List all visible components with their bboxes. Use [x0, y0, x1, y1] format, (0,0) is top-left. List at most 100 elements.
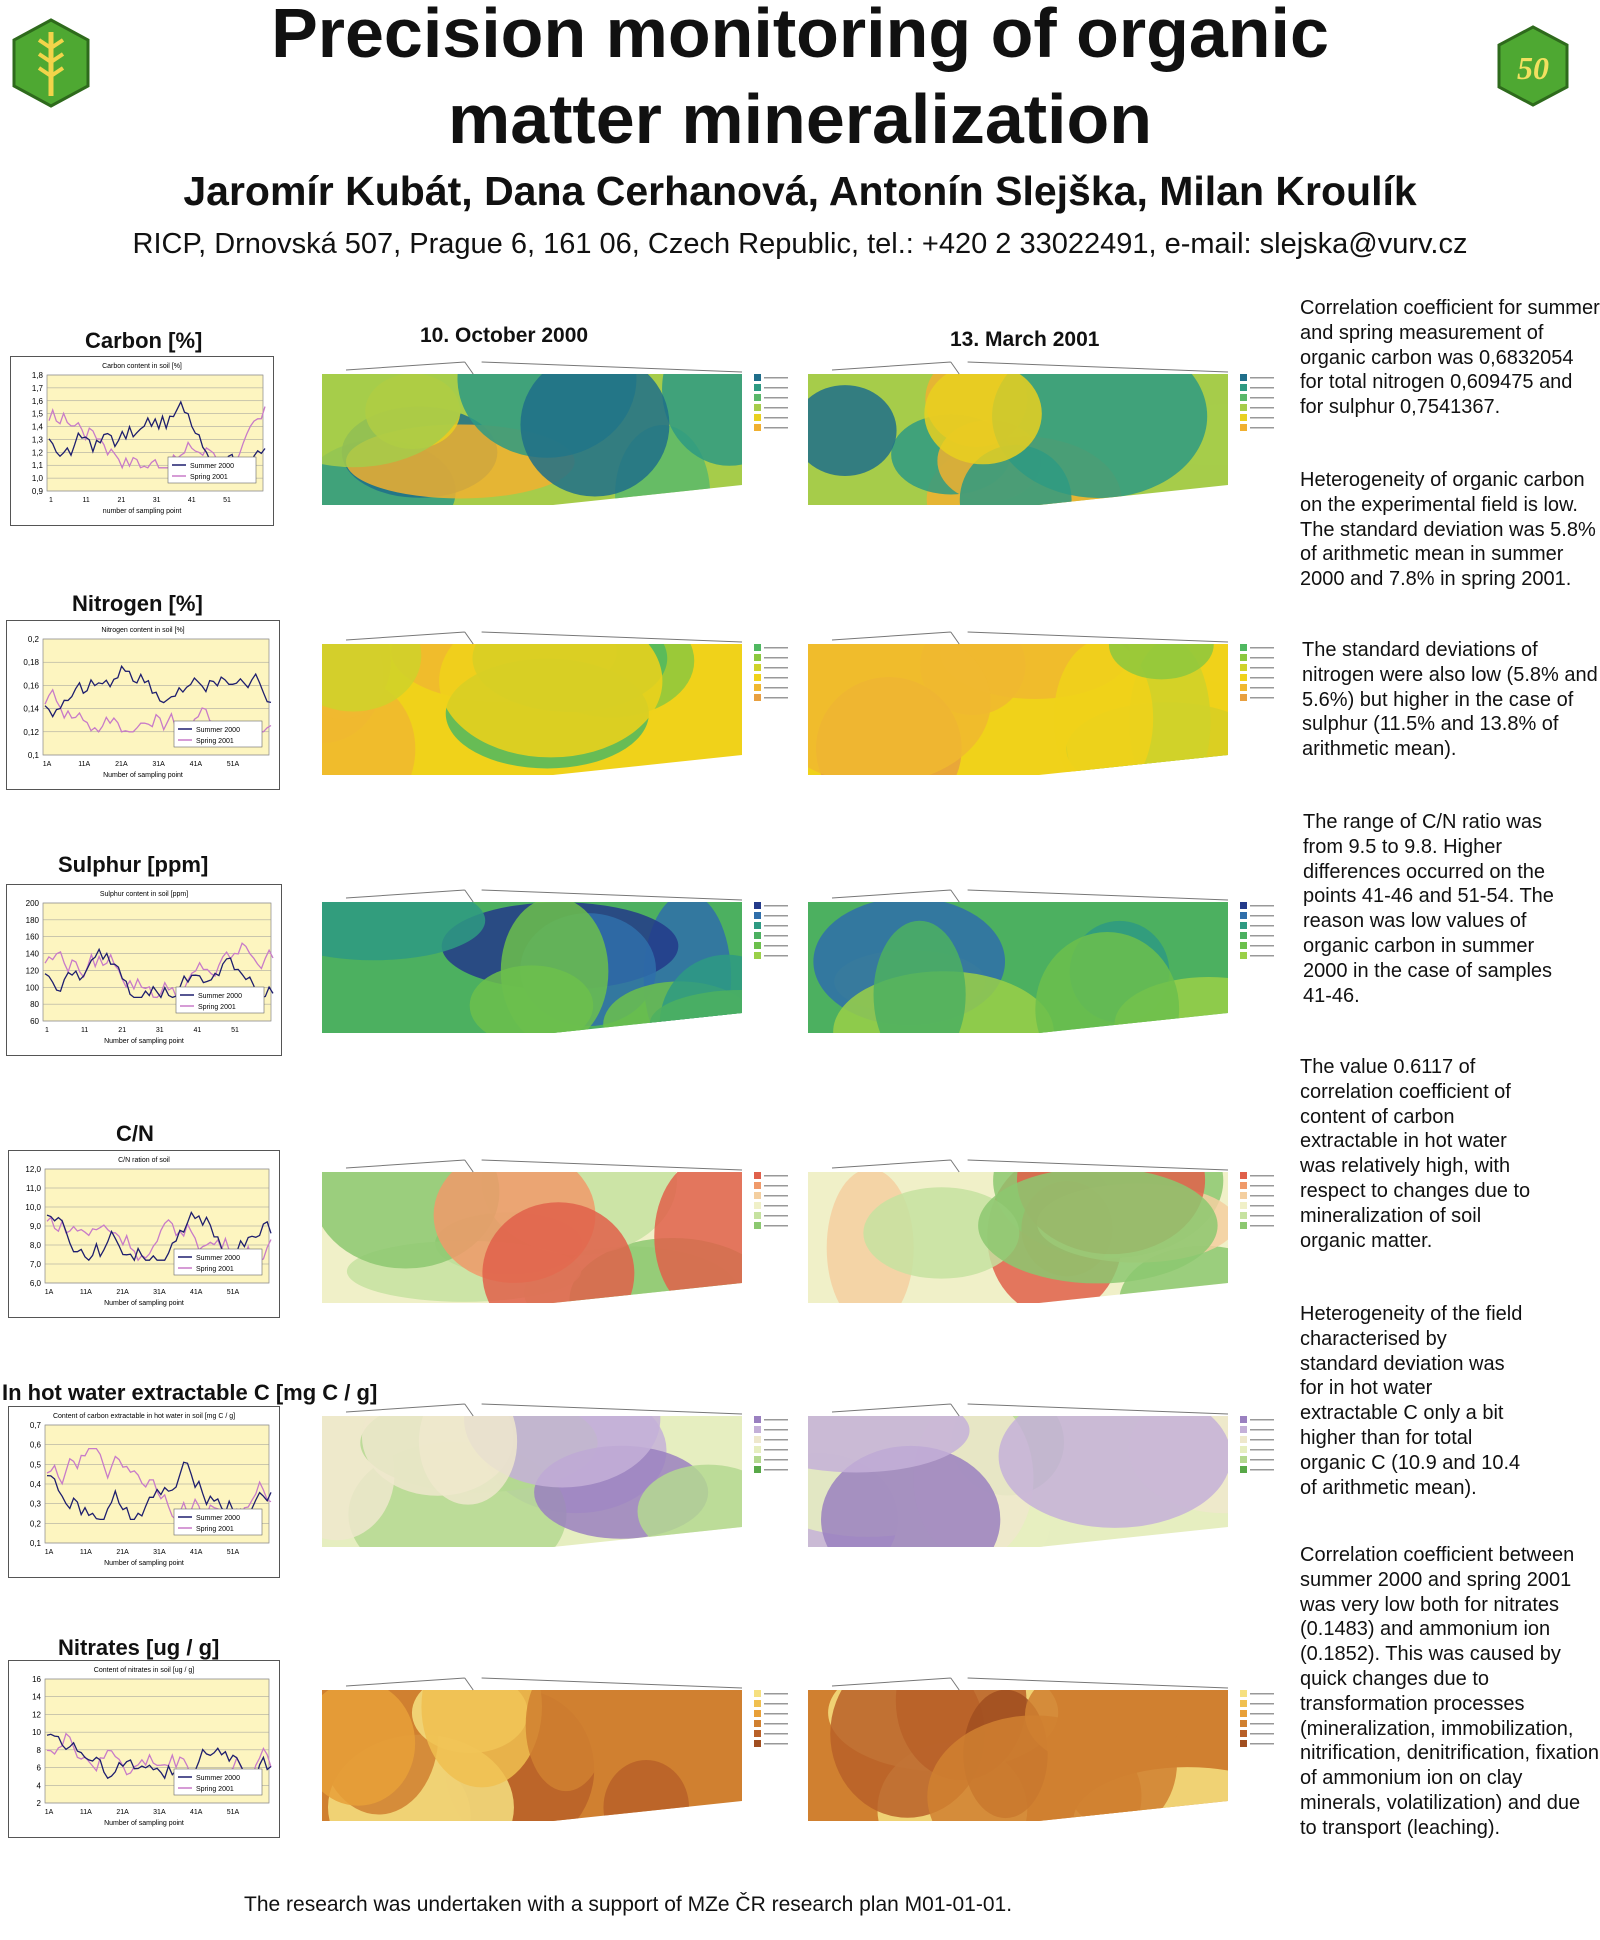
y-tick-label: 0,14 — [23, 705, 39, 714]
legend-range-line — [764, 1439, 788, 1441]
legend-range-line — [1250, 1713, 1274, 1715]
field-map-march-2001 — [808, 1402, 1278, 1572]
legend-range-line — [764, 1743, 788, 1745]
legend-range-line — [764, 687, 788, 689]
field-map-october-2000 — [322, 1676, 792, 1846]
legend-swatch — [754, 1466, 761, 1473]
x-tick-label: 1 — [45, 1027, 49, 1034]
field-boundary — [831, 1677, 1229, 1691]
map-zone — [322, 374, 466, 468]
legend-range-line — [1250, 925, 1274, 927]
map-zone — [863, 1187, 1020, 1279]
x-tick-label: 51A — [227, 1809, 240, 1816]
legend-swatch — [754, 1202, 761, 1209]
legend-swatch — [754, 902, 761, 909]
legend-swatch — [1240, 424, 1247, 431]
poster-title-line1: Precision monitoring of organic — [271, 0, 1329, 72]
map-zone — [821, 1445, 1001, 1547]
map-zone — [924, 374, 1042, 465]
legend-swatch — [754, 684, 761, 691]
x-axis-label: Number of sampling point — [104, 1300, 184, 1307]
x-tick-label: 51A — [227, 1289, 240, 1296]
y-tick-label: 0,16 — [23, 681, 39, 690]
chart-legend — [175, 986, 265, 1014]
legend-range-line — [764, 657, 788, 659]
legend-swatch — [754, 1436, 761, 1443]
legend-range-line — [764, 417, 788, 419]
legend-range-line — [764, 667, 788, 669]
legend-label-summer: Summer 2000 — [196, 1515, 240, 1522]
x-tick-label: 11A — [80, 1809, 92, 1816]
legend-swatch — [1240, 374, 1247, 381]
x-tick-label: 21 — [118, 1027, 126, 1034]
legend-range-line — [1250, 667, 1274, 669]
field-map-march-2001 — [808, 360, 1278, 530]
y-tick-label: 0,12 — [23, 728, 39, 737]
x-tick-label: 31 — [156, 1027, 164, 1034]
line-chart: C/N ration of soil 12,0 11,0 10,0 9,0 8,0 7,0 6… — [8, 1150, 280, 1318]
text-heterogeneity-carbon: Heterogeneity of organic carbon on the e… — [1300, 469, 1596, 591]
legend-swatch — [754, 952, 761, 959]
date-autumn: 10. October 2000 — [420, 324, 589, 347]
x-tick-label: 31 — [153, 497, 161, 504]
map-zone — [808, 385, 897, 476]
field-boundary — [345, 1677, 743, 1691]
legend-range-line — [764, 427, 788, 429]
line-chart: Nitrogen content in soil [%] 0,2 0,18 0,16 0… — [6, 620, 280, 790]
y-tick-label: 1,5 — [32, 410, 44, 419]
legend-range-line — [1250, 1175, 1274, 1177]
map-zone — [482, 1202, 635, 1303]
anniversary-logo: 50 — [1497, 25, 1569, 112]
legend-swatch — [1240, 394, 1247, 401]
x-tick-label: 31A — [153, 1289, 166, 1296]
legend-swatch — [754, 644, 761, 651]
legend-range-line — [764, 1459, 788, 1461]
field-boundary — [831, 1403, 1229, 1417]
series-summer-2000 — [48, 400, 266, 469]
legend-swatch — [754, 942, 761, 949]
legend-swatch — [754, 424, 761, 431]
legend-label-spring: Spring 2001 — [190, 474, 228, 481]
y-tick-label: 14 — [32, 1693, 41, 1702]
legend-swatch — [1240, 912, 1247, 919]
x-axis-label: Number of sampling point — [104, 1560, 184, 1567]
x-tick-label: 11 — [81, 1027, 88, 1034]
y-tick-label: 10 — [32, 1728, 41, 1737]
legend-range-line — [1250, 397, 1274, 399]
series-summer-2000 — [44, 664, 272, 718]
legend-swatch — [754, 932, 761, 939]
legend-range-line — [1250, 1723, 1274, 1725]
map-zone — [662, 374, 742, 466]
legend-swatch — [754, 1212, 761, 1219]
y-tick-label: 1,2 — [32, 448, 44, 457]
map-zone — [603, 1759, 690, 1821]
y-tick-label: 0,5 — [30, 1460, 42, 1469]
map-zone — [873, 920, 966, 1033]
y-tick-label: 0,7 — [30, 1421, 42, 1430]
line-chart: Carbon content in soil [%] 1,8 1,7 1,6 1,5 1,… — [10, 356, 274, 526]
section-title: Nitrogen [%] — [72, 591, 203, 616]
field-map-october-2000 — [322, 630, 792, 800]
y-tick-label: 9,0 — [30, 1222, 42, 1231]
legend-range-line — [1250, 1185, 1274, 1187]
legend-label-spring: Spring 2001 — [196, 1266, 234, 1273]
x-tick-label: 1A — [43, 761, 52, 768]
x-tick-label: 31A — [153, 1549, 166, 1556]
legend-range-line — [764, 1215, 788, 1217]
x-tick-label: 1A — [45, 1289, 54, 1296]
legend-swatch — [754, 1172, 761, 1179]
y-tick-label: 120 — [26, 966, 40, 975]
legend-range-line — [1250, 677, 1274, 679]
x-tick-label: 41 — [194, 1027, 202, 1034]
legend-swatch — [754, 922, 761, 929]
legend-range-line — [764, 677, 788, 679]
chart-title: C/N ration of soil — [118, 1157, 170, 1164]
x-tick-label: 1A — [45, 1549, 54, 1556]
y-tick-label: 8 — [37, 1746, 42, 1755]
affiliation: RICP, Drnovská 507, Prague 6, 161 06, Cz… — [132, 228, 1468, 260]
institute-logo — [12, 18, 90, 113]
legend-range-line — [764, 1195, 788, 1197]
x-tick-label: 1A — [45, 1809, 54, 1816]
legend-range-line — [1250, 1195, 1274, 1197]
field-map-october-2000 — [322, 1402, 792, 1572]
